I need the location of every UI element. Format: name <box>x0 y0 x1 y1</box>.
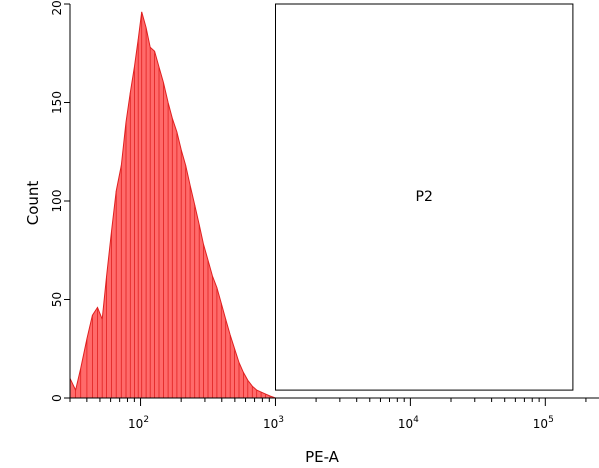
x-tick-label: 102 <box>128 415 149 431</box>
gate-label: P2 <box>416 189 433 205</box>
x-tick-label: 105 <box>533 415 554 431</box>
axes: 0 50 100 150 200 102 103 104 105 <box>50 0 599 431</box>
gate-p2 <box>275 3 574 391</box>
x-axis-label: PE-A <box>305 448 340 466</box>
y-tick-label: 200 <box>50 0 64 15</box>
y-tick-label: 0 <box>50 394 64 402</box>
plot-area: P2 <box>69 3 574 399</box>
x-tick-label: 103 <box>263 415 284 431</box>
y-tick-label: 100 <box>50 190 64 213</box>
y-tick-label: 150 <box>50 91 64 114</box>
x-tick-label: 104 <box>398 415 419 431</box>
histogram-area-0 <box>69 11 276 399</box>
y-tick-label: 50 <box>50 292 64 307</box>
y-axis-label: Count <box>24 181 42 226</box>
